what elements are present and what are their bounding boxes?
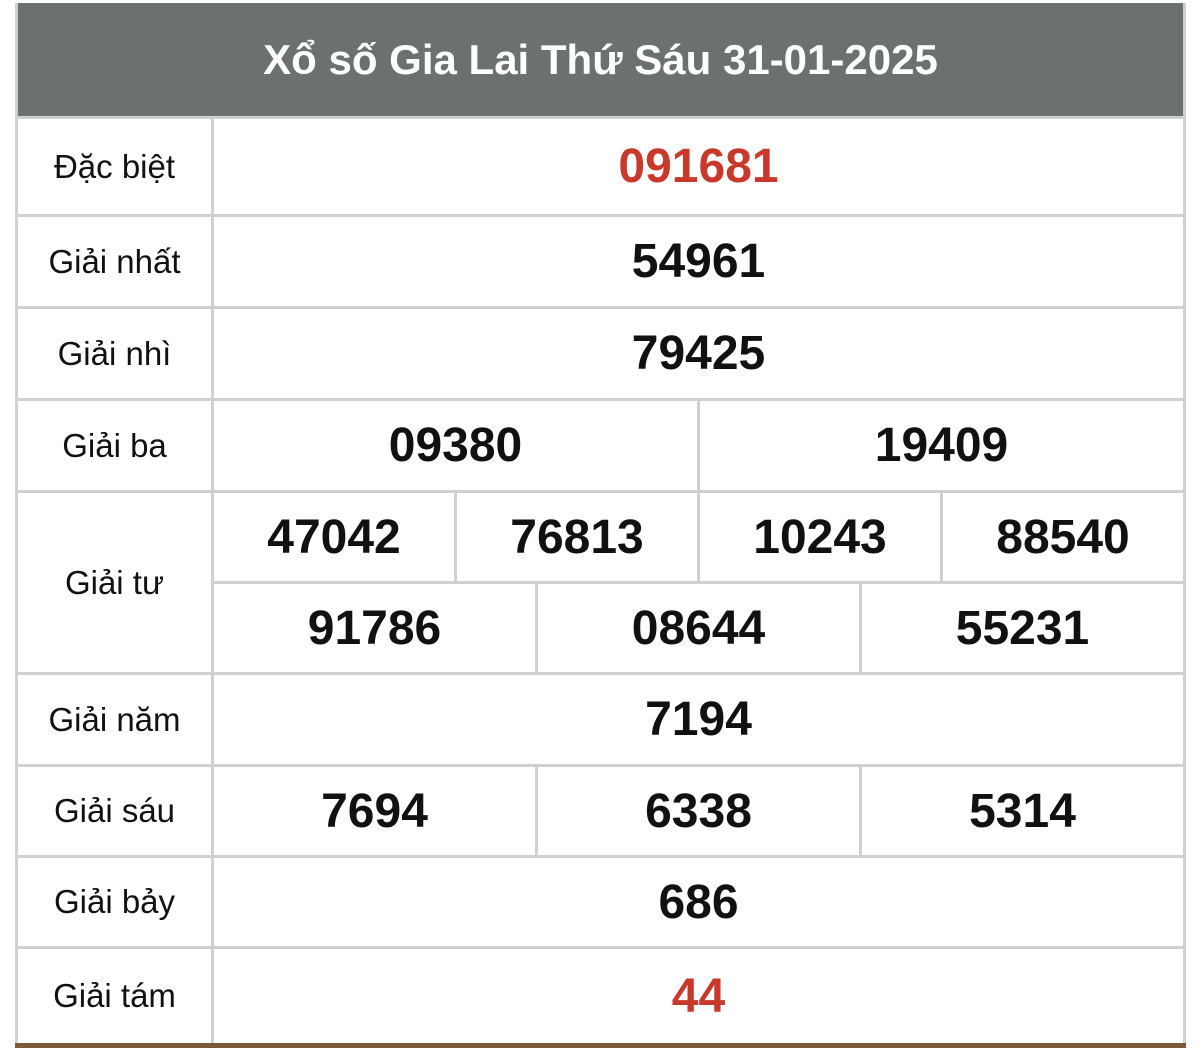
prize-row-fourth: Giải tư 47042 76813 10243 88540 91786 08644 552… <box>18 490 1183 672</box>
prize-number: 09380 <box>388 419 523 472</box>
prize-row-eighth: Giải tám 44 <box>18 946 1183 1043</box>
prize-number: 10243 <box>697 493 940 581</box>
prize-label: Giải năm <box>18 675 214 764</box>
prize-number: 091681 <box>618 140 779 193</box>
prize-row-fifth: Giải năm 7194 <box>18 672 1183 764</box>
prize-number: 686 <box>658 875 739 929</box>
prize-row-seventh: Giải bảy 686 <box>18 855 1183 946</box>
prize-label: Giải nhất <box>18 217 214 306</box>
prize-number: 6338 <box>535 767 859 855</box>
prize-number: 19409 <box>697 401 1183 490</box>
lottery-results-table: Xổ số Gia Lai Thứ Sáu 31-01-2025 Đặc biệ… <box>15 3 1186 1043</box>
prize-label: Giải bảy <box>18 858 214 946</box>
prize-number: 55231 <box>859 584 1183 672</box>
prize-label: Giải tám <box>18 949 214 1043</box>
prize-number: 08644 <box>535 584 859 672</box>
prize-label: Giải sáu <box>18 767 214 855</box>
prize-label: Giải nhì <box>18 309 214 398</box>
table-title: Xổ số Gia Lai Thứ Sáu 31-01-2025 <box>18 3 1183 116</box>
prize-number: 54961 <box>631 235 766 288</box>
prize-number: 79425 <box>631 327 766 380</box>
bottom-border <box>15 1043 1186 1048</box>
prize-number: 47042 <box>267 510 401 564</box>
prize-number: 44 <box>671 969 726 1023</box>
prize-number: 91786 <box>307 601 442 655</box>
prize-number: 5314 <box>859 767 1183 855</box>
prize-label: Giải ba <box>18 401 214 490</box>
prize-number: 7694 <box>321 784 428 838</box>
prize-row-second: Giải nhì 79425 <box>18 306 1183 398</box>
prize-number: 76813 <box>454 493 697 581</box>
prize-label: Giải tư <box>18 493 214 672</box>
prize-number: 88540 <box>940 493 1183 581</box>
prize-row-sixth: Giải sáu 7694 6338 5314 <box>18 764 1183 855</box>
prize-row-special: Đặc biệt 091681 <box>18 116 1183 214</box>
prize-row-third: Giải ba 09380 19409 <box>18 398 1183 490</box>
prize-number: 7194 <box>645 693 752 746</box>
prize-label: Đặc biệt <box>18 119 214 214</box>
prize-row-first: Giải nhất 54961 <box>18 214 1183 306</box>
